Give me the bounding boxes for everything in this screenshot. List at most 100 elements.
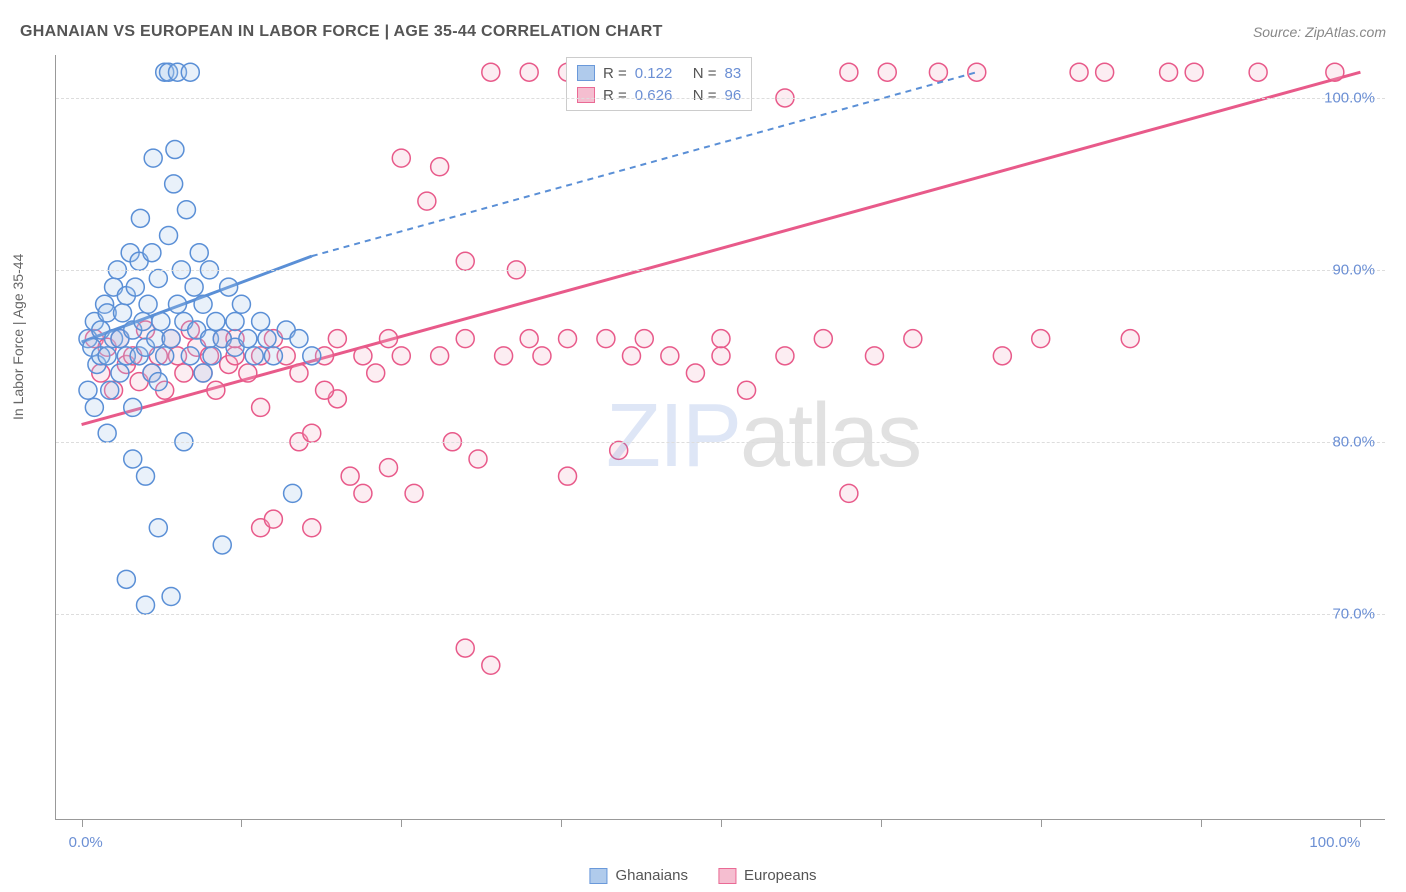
ghanaians-point [220,278,238,296]
europeans-point [597,330,615,348]
europeans-legend-swatch [718,868,736,884]
correlation-chart: GHANAIAN VS EUROPEAN IN LABOR FORCE | AG… [0,0,1406,892]
ghanaians-point [284,484,302,502]
ghanaians-point [168,295,186,313]
europeans-point [264,510,282,528]
europeans-legend-label: Europeans [744,867,817,884]
ghanaians-r-value: 0.122 [635,65,685,82]
ghanaians-point [177,201,195,219]
ghanaians-point [137,596,155,614]
ghanaians-point [85,398,103,416]
ghanaians-point [264,347,282,365]
europeans-point [456,252,474,270]
europeans-point [495,347,513,365]
ghanaians-point [162,330,180,348]
europeans-point [712,347,730,365]
x-tick [561,819,562,827]
europeans-point [482,63,500,81]
n-label: N = [693,87,717,104]
legend-item-europeans: Europeans [718,867,817,884]
ghanaians-point [226,312,244,330]
europeans-point [431,158,449,176]
europeans-point [622,347,640,365]
europeans-swatch [577,87,595,103]
europeans-point [878,63,896,81]
europeans-point [239,364,257,382]
ghanaians-point [194,364,212,382]
ghanaians-point [156,347,174,365]
europeans-point [405,484,423,502]
gridline [56,98,1385,99]
europeans-point [380,330,398,348]
gridline [56,270,1385,271]
ghanaians-point [98,424,116,442]
title-bar: GHANAIAN VS EUROPEAN IN LABOR FORCE | AG… [20,18,1386,46]
europeans-r-value: 0.626 [635,87,685,104]
chart-source: Source: ZipAtlas.com [1253,24,1386,40]
europeans-trend-line [82,72,1361,424]
europeans-point [1326,63,1344,81]
europeans-point [354,484,372,502]
europeans-point [1032,330,1050,348]
ghanaians-point [232,295,250,313]
ghanaians-point [124,398,142,416]
europeans-point [520,330,538,348]
europeans-point [865,347,883,365]
ghanaians-point [143,244,161,262]
europeans-point [635,330,653,348]
europeans-point [712,330,730,348]
europeans-n-value: 96 [725,87,742,104]
ghanaians-swatch [577,65,595,81]
europeans-point [418,192,436,210]
europeans-point [1096,63,1114,81]
ghanaians-point [181,347,199,365]
europeans-point [840,484,858,502]
y-axis-label: In Labor Force | Age 35-44 [10,254,26,420]
ghanaians-point [111,364,129,382]
ghanaians-point [165,175,183,193]
ghanaians-point [181,63,199,81]
x-tick-label: 100.0% [1309,834,1360,851]
ghanaians-point [131,209,149,227]
ghanaians-point [190,244,208,262]
ghanaians-point [290,330,308,348]
ghanaians-point [160,227,178,245]
x-tick [1360,819,1361,827]
europeans-point [482,656,500,674]
europeans-point [533,347,551,365]
plot-area: ZIPatlas R =0.122N =83R =0.626N =96 70.0… [55,55,1385,820]
ghanaians-point [79,381,97,399]
europeans-point [316,381,334,399]
europeans-point [520,63,538,81]
ghanaians-point [149,269,167,287]
x-tick [1041,819,1042,827]
europeans-point [392,347,410,365]
ghanaians-point [162,588,180,606]
ghanaians-point [126,278,144,296]
europeans-point [354,347,372,365]
ghanaians-point [139,295,157,313]
europeans-point [456,330,474,348]
x-tick [1201,819,1202,827]
europeans-point [341,467,359,485]
ghanaians-point [134,312,152,330]
stats-box: R =0.122N =83R =0.626N =96 [566,57,752,111]
europeans-point [431,347,449,365]
europeans-point [290,364,308,382]
ghanaians-point [149,373,167,391]
europeans-point [559,330,577,348]
ghanaians-point [252,312,270,330]
europeans-point [610,441,628,459]
europeans-point [1185,63,1203,81]
europeans-point [1249,63,1267,81]
x-tick [881,819,882,827]
ghanaians-point [207,312,225,330]
ghanaians-n-value: 83 [725,65,742,82]
ghanaians-point [114,304,132,322]
ghanaians-point [203,347,221,365]
n-label: N = [693,65,717,82]
europeans-point [328,330,346,348]
ghanaians-point [149,519,167,537]
europeans-point [207,381,225,399]
ghanaians-point [101,381,119,399]
